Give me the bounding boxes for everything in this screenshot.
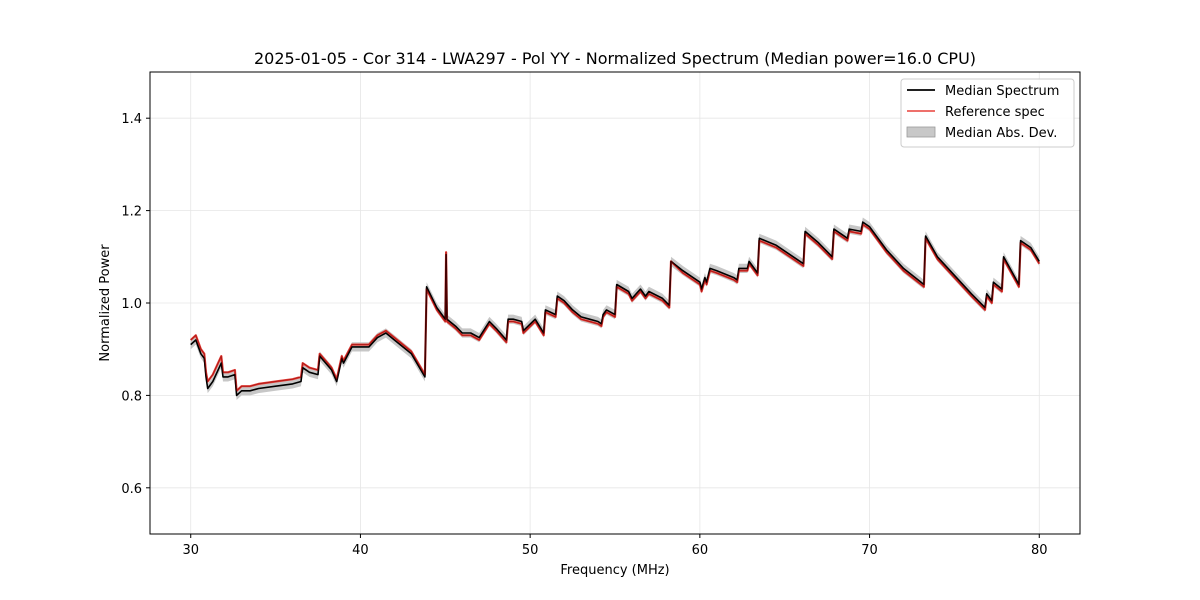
reference-spec-overlay [190, 224, 1040, 392]
x-axis-label: Frequency (MHz) [560, 563, 669, 578]
y-tick-label: 1.4 [121, 112, 142, 127]
x-tick-label: 70 [861, 543, 878, 558]
legend-median-label: Median Spectrum [945, 84, 1059, 99]
legend-mad-label: Median Abs. Dev. [945, 126, 1057, 141]
line-layer [189, 221, 1041, 397]
y-tick-label: 0.6 [121, 482, 142, 497]
y-axis-label: Normalized Power [98, 244, 113, 362]
x-tick-label: 80 [1031, 543, 1048, 558]
legend-mad-swatch [906, 126, 936, 138]
x-tick-label: 30 [182, 543, 199, 558]
legend-box [900, 78, 1075, 148]
legend: Median Spectrum Reference spec Median Ab… [900, 78, 1075, 148]
legend-reference-label: Reference spec [945, 105, 1045, 120]
y-tick-label: 0.8 [121, 389, 142, 404]
chart-title: 2025-01-05 - Cor 314 - LWA297 - Pol YY -… [254, 49, 976, 68]
y-tick-label: 1.0 [121, 297, 142, 312]
tick-layer: 30 40 50 60 70 80 0.6 0.8 1.0 1.2 1.4 [121, 112, 1047, 558]
y-tick-label: 1.2 [121, 205, 142, 220]
x-tick-label: 40 [352, 543, 369, 558]
x-tick-label: 50 [522, 543, 539, 558]
x-tick-label: 60 [692, 543, 709, 558]
